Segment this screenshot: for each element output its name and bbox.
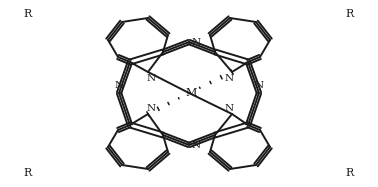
Text: N: N (146, 103, 156, 113)
Text: R: R (24, 9, 32, 19)
Text: N: N (254, 80, 263, 90)
Text: N: N (146, 73, 156, 82)
Text: R: R (346, 9, 354, 19)
Text: N: N (225, 103, 234, 113)
Text: N: N (191, 140, 201, 149)
Text: N: N (115, 80, 124, 90)
Text: M: M (185, 88, 197, 98)
Text: N: N (191, 38, 201, 47)
Text: R: R (346, 168, 354, 178)
Text: N: N (225, 73, 234, 82)
Text: R: R (24, 168, 32, 178)
